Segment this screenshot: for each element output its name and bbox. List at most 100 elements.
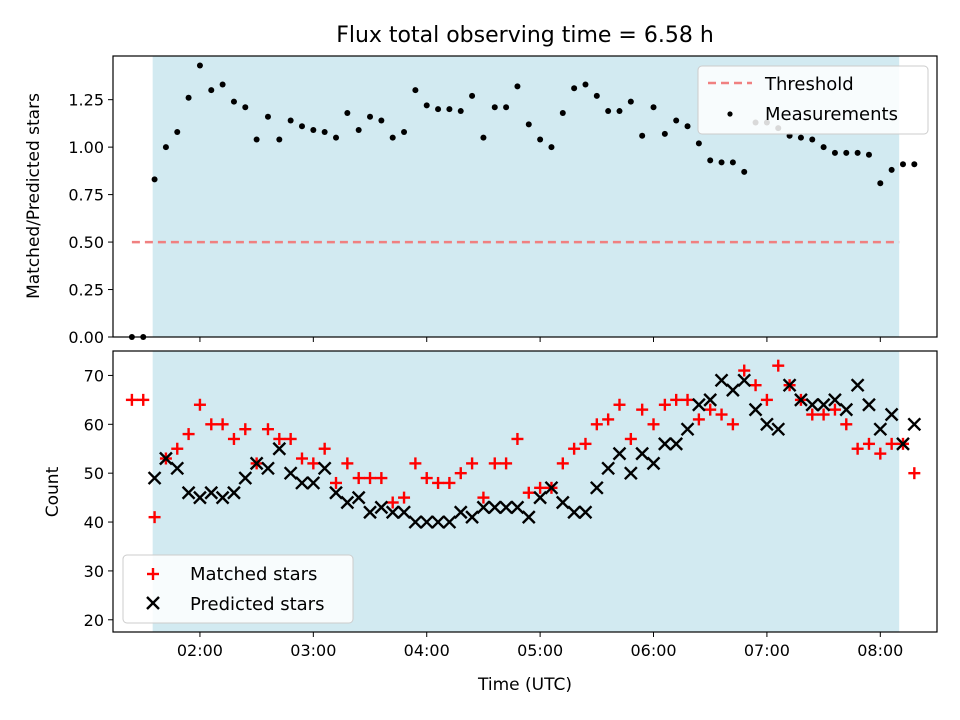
bottom-y-tick-label: 30 (84, 562, 104, 581)
measurements-point (718, 159, 725, 166)
matched-stars-point (409, 457, 422, 470)
measurements-point (605, 108, 612, 115)
matched-stars-point (726, 418, 739, 431)
bottom-x-axis-label: Time (UTC) (477, 675, 572, 695)
measurements-point (503, 104, 510, 111)
measurements-point (185, 94, 192, 101)
matched-stars-point (670, 393, 683, 406)
measurements-point (435, 106, 442, 113)
x-tick-label: 08:00 (857, 641, 903, 660)
measurements-point (797, 134, 804, 141)
bottom-y-tick-label: 70 (84, 366, 104, 385)
matched-stars-point (375, 472, 388, 485)
matched-stars-point (182, 428, 195, 441)
measurements-point (673, 117, 680, 124)
measurements-point (469, 92, 476, 99)
predicted-stars-point (397, 505, 411, 520)
top-y-axis-label: Matched/Predicted stars (24, 93, 44, 299)
matched-stars-point (364, 472, 377, 485)
matched-stars-point (171, 442, 184, 455)
top-chart-title: Flux total observing time = 6.58 h (336, 23, 714, 48)
top-plot-marks (128, 62, 918, 340)
bottom-y-axis-label: Count (43, 466, 63, 517)
measurements-point (888, 166, 895, 173)
top-y-tick-label: 1.00 (68, 138, 104, 157)
predicted-stars-point (181, 485, 196, 500)
predicted-stars-point (794, 393, 808, 407)
predicted-stars-point (465, 510, 479, 525)
measurements-point (616, 108, 623, 115)
matched-stars-point (828, 403, 841, 416)
predicted-stars-point (896, 437, 910, 451)
matched-stars-point (862, 437, 875, 450)
matched-stars-point (772, 359, 785, 372)
predicted-stars-point (521, 510, 536, 525)
matched-stars-point (908, 467, 921, 480)
predicted-stars-point (873, 422, 888, 437)
matched-stars-point (704, 403, 717, 416)
measurements-point (378, 117, 385, 124)
matched-stars-point (658, 398, 671, 411)
matched-stars-point (522, 486, 535, 499)
matched-stars-point (420, 472, 433, 485)
matched-stars-point (568, 442, 581, 455)
top-legend: Threshold Measurements (697, 65, 929, 135)
matched-stars-point (137, 393, 150, 406)
measurements-point (480, 134, 487, 141)
predicted-stars-point (669, 437, 684, 451)
predicted-stars-point (317, 461, 332, 476)
measurements-point (537, 136, 544, 143)
measurements-point (639, 132, 646, 139)
matched-stars-point (205, 418, 218, 431)
matched-stars-point (851, 442, 864, 455)
matched-stars-point (624, 432, 637, 445)
matched-stars-point (432, 476, 445, 489)
matched-stars-point (352, 472, 365, 485)
predicted-stars-point (261, 461, 275, 476)
measurements-point (333, 134, 340, 141)
bottom-y-tick-label: 50 (84, 464, 104, 483)
matched-stars-point (488, 457, 501, 470)
top-y-tick-label: 0.00 (68, 328, 104, 347)
matched-stars-point (681, 393, 694, 406)
measurements-point (287, 117, 294, 124)
measurements-point (707, 157, 714, 164)
predicted-stars-point (487, 500, 502, 515)
matched-stars-point (273, 432, 286, 445)
measurements-point (514, 83, 521, 90)
measurements-point (684, 123, 691, 130)
measurements-point (525, 121, 532, 128)
predicted-stars-point (419, 515, 434, 529)
measurements-point (695, 140, 702, 147)
predicted-stars-point (363, 505, 377, 520)
predicted-stars-point (714, 373, 729, 388)
measurements-point (877, 180, 884, 187)
measurements-point (593, 92, 600, 99)
measurements-point (276, 136, 283, 143)
matched-stars-point (636, 403, 649, 416)
predicted-stars-point (646, 456, 661, 471)
matched-stars-point (239, 423, 252, 436)
predicted-stars-point (555, 495, 570, 510)
measurements-point (208, 87, 215, 94)
predicted-stars-point (510, 500, 525, 515)
matched-stars-point (556, 457, 569, 470)
measurements-point (412, 87, 419, 94)
x-tick-label: 03:00 (290, 641, 336, 660)
threshold-legend-label: Threshold (764, 74, 854, 95)
matched-stars-point (227, 432, 240, 445)
x-tick-label: 06:00 (630, 641, 676, 660)
matched-stars-point (602, 413, 615, 426)
matched-stars-legend-label: Matched stars (190, 564, 317, 585)
predicted-stars-point (340, 495, 355, 510)
matched-stars-point (749, 379, 762, 392)
measurements-point (559, 109, 566, 116)
measurements-point (321, 128, 328, 135)
predicted-stars-point (737, 373, 752, 388)
bottom-x-ticks: 02:00 03:00 04:00 05:00 06:00 07:00 08:00 (177, 632, 903, 660)
measurements-point (162, 144, 169, 151)
predicted-stars-point (351, 490, 366, 505)
measurements-point (219, 81, 226, 88)
predicted-stars-point (193, 490, 207, 505)
matched-stars-point (500, 457, 513, 470)
